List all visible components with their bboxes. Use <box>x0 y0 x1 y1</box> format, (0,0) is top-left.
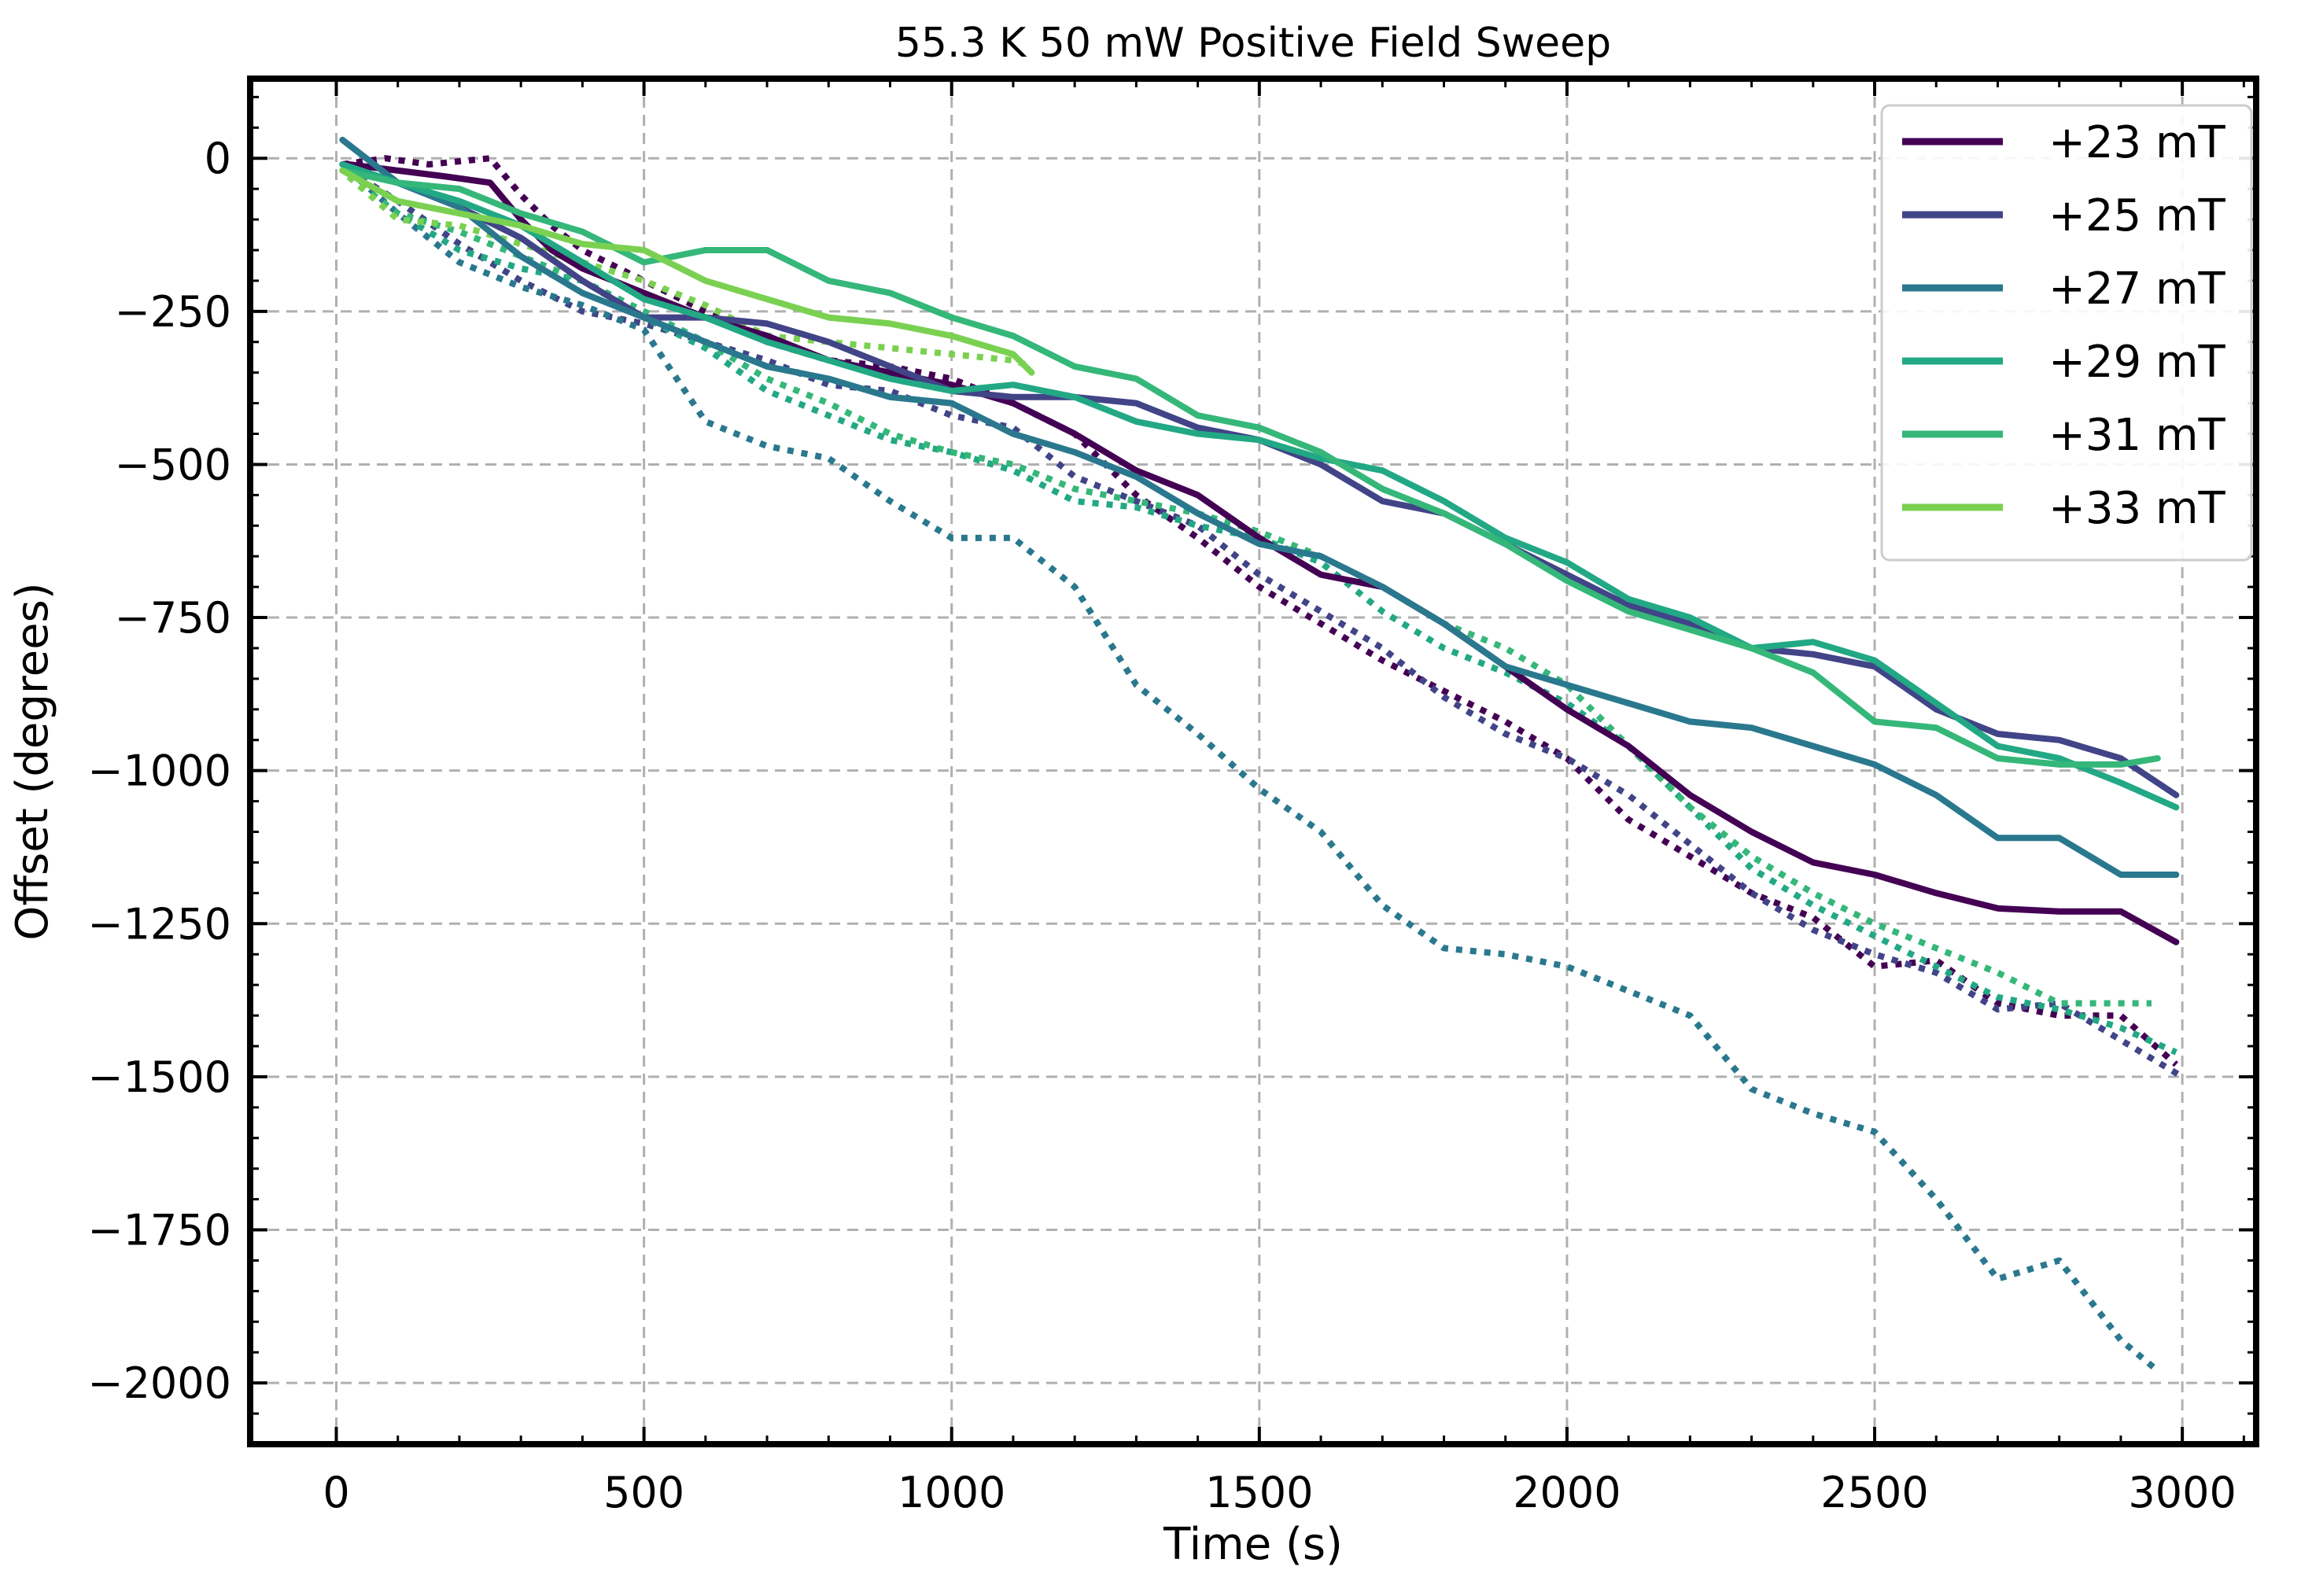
y-tick-label: −1000 <box>87 746 231 796</box>
x-tick-label: 2000 <box>1513 1468 1621 1517</box>
chart-title: 55.3 K 50 mW Positive Field Sweep <box>895 20 1611 67</box>
series-lines <box>339 136 2185 1373</box>
series-line-solid <box>345 161 2180 945</box>
y-tick-label: −1250 <box>87 899 231 949</box>
y-tick-label: −1500 <box>87 1052 231 1102</box>
series-line-solid <box>339 167 2161 768</box>
series-line-solid <box>339 167 1035 376</box>
plot-frame <box>247 76 2259 1447</box>
legend-box <box>1880 104 2253 562</box>
legend-label: +33 mT <box>2048 483 2226 534</box>
y-tick-label: −750 <box>115 593 231 643</box>
legend-label: +25 mT <box>2048 190 2226 241</box>
y-tick-label: −1750 <box>87 1206 231 1255</box>
ticks: 0 500 1000 1500 2000 2500 3000 0 −250 −500 −750 −10… <box>87 79 2256 1517</box>
y-tick-label: 0 <box>205 134 231 183</box>
series-line-solid <box>339 161 2180 811</box>
x-tick-label: 1500 <box>1205 1468 1313 1517</box>
series-line-dotted <box>346 174 1033 370</box>
series-line-dotted <box>347 168 2185 1080</box>
x-tick-label: 3000 <box>2128 1468 2236 1517</box>
x-tick-label: 2500 <box>1820 1468 1928 1517</box>
y-axis-label: Offset (degrees) <box>7 582 58 940</box>
legend-label: +27 mT <box>2048 264 2226 315</box>
y-tick-label: −250 <box>115 287 231 337</box>
legend: +23 mT +25 mT +27 mT +29 mT +31 mT +33 mT <box>1880 104 2253 562</box>
x-tick-label: 500 <box>603 1468 684 1517</box>
y-tick-label: −500 <box>115 440 231 489</box>
legend-label: +29 mT <box>2048 337 2226 388</box>
series-line-solid <box>339 136 2180 878</box>
x-axis-label: Time (s) <box>1163 1519 1343 1570</box>
series-line-dotted <box>346 174 2152 1007</box>
legend-label: +23 mT <box>2048 117 2226 168</box>
legend-label: +31 mT <box>2048 410 2226 461</box>
x-tick-label: 1000 <box>898 1468 1005 1517</box>
series-line-dotted <box>346 168 2160 1373</box>
x-tick-label: 0 <box>323 1468 349 1517</box>
y-tick-label: −2000 <box>87 1358 231 1408</box>
